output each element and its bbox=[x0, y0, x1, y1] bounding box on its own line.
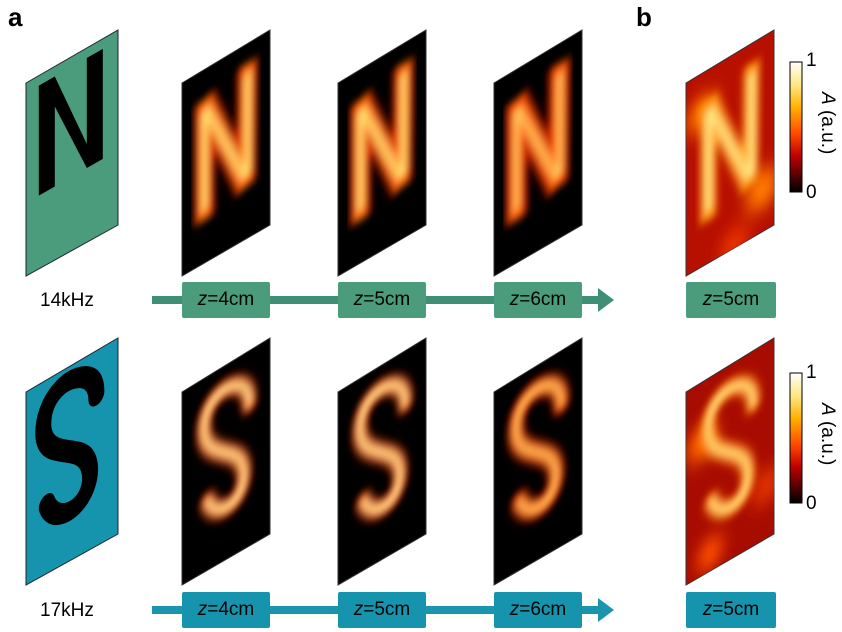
frequency-label-row1: 14kHz bbox=[40, 290, 94, 311]
colorbar-top-max: 1 bbox=[806, 50, 817, 71]
letter-s-shape bbox=[35, 366, 105, 525]
measured-plane-s bbox=[685, 337, 775, 586]
z-label-row2-measured: z=5cm bbox=[686, 592, 776, 628]
panel-label-b: b bbox=[636, 2, 652, 32]
colorbar-top bbox=[789, 61, 803, 193]
z-label-row1-plane1: z=4cm bbox=[182, 282, 270, 318]
target-plate-n bbox=[25, 29, 119, 277]
colorbar-bottom-min: 0 bbox=[806, 493, 817, 514]
field-plane-n-z6 bbox=[493, 29, 583, 277]
z-label-row2-plane3: z=6cm bbox=[494, 592, 582, 628]
panel-label-a: a bbox=[8, 2, 23, 32]
colorbar-top-label: A (a.u.) bbox=[817, 92, 838, 155]
field-plane-s-z5 bbox=[337, 337, 427, 586]
field-plane-n-z5 bbox=[337, 29, 427, 277]
target-plate-s bbox=[25, 337, 119, 586]
field-plane-n-z4 bbox=[181, 29, 271, 277]
field-plane-s-z4 bbox=[181, 337, 271, 586]
field-plane-s-z6 bbox=[493, 337, 583, 586]
colorbar-bottom bbox=[789, 372, 803, 504]
frequency-label-row2: 17kHz bbox=[40, 600, 94, 621]
letter-n-shape bbox=[38, 48, 103, 196]
z-label-row1-plane2: z=5cm bbox=[338, 282, 426, 318]
colorbar-top-min: 0 bbox=[806, 182, 817, 203]
colorbar-bottom-max: 1 bbox=[806, 362, 817, 383]
measured-plane-n bbox=[685, 29, 775, 277]
z-label-row1-measured: z=5cm bbox=[686, 282, 776, 318]
z-label-row2-plane1: z=4cm bbox=[182, 592, 270, 628]
colorbar-bottom-label: A (a.u.) bbox=[817, 403, 838, 466]
z-label-row1-plane3: z=6cm bbox=[494, 282, 582, 318]
z-label-row2-plane2: z=5cm bbox=[338, 592, 426, 628]
